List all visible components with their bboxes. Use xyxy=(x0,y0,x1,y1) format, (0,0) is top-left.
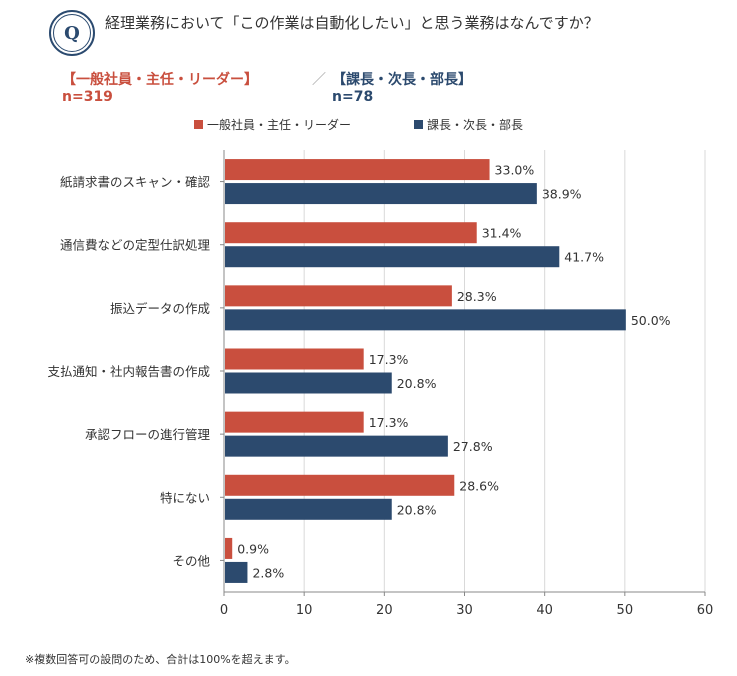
category-label-4: 承認フローの進行管理 xyxy=(85,427,211,442)
data-label-manager-1: 41.7% xyxy=(564,250,604,265)
data-label-manager-0: 38.9% xyxy=(542,187,582,202)
x-tick-label-3: 30 xyxy=(456,603,473,618)
footnote: ※複数回答可の設問のため、合計は100%を超えます。 xyxy=(25,653,296,666)
legend-swatch-manager xyxy=(414,120,423,129)
data-label-general-2: 28.3% xyxy=(457,289,497,304)
category-label-2: 振込データの作成 xyxy=(110,301,210,316)
data-label-general-1: 31.4% xyxy=(482,226,522,241)
bar-manager-2 xyxy=(225,309,626,331)
group-manager-n: n=78 xyxy=(332,89,374,105)
data-label-general-3: 17.3% xyxy=(369,352,409,367)
question-badge: Q xyxy=(49,10,95,56)
data-label-general-0: 33.0% xyxy=(495,163,535,178)
group-general: 【一般社員・主任・リーダー】 n=319 xyxy=(62,72,258,106)
legend-item-manager: 課長・次長・部長 xyxy=(414,116,523,133)
data-label-general-6: 0.9% xyxy=(237,541,269,556)
question-text: 経理業務において「この作業は自動化したい」と思う業務はなんですか？ xyxy=(105,14,599,32)
data-label-manager-4: 27.8% xyxy=(453,439,493,454)
legend-swatch-general xyxy=(194,120,203,129)
category-label-5: 特にない xyxy=(160,490,210,505)
bar-manager-0 xyxy=(225,183,537,205)
bar-general-2 xyxy=(225,285,452,307)
x-tick-label-4: 40 xyxy=(536,603,553,618)
data-label-general-4: 17.3% xyxy=(369,415,409,430)
bar-general-6 xyxy=(225,537,233,559)
bar-manager-5 xyxy=(225,498,392,520)
bar-general-5 xyxy=(225,474,455,496)
group-manager: 【課長・次長・部長】 n=78 xyxy=(332,72,472,106)
category-label-6: その他 xyxy=(172,553,210,568)
group-manager-name: 【課長・次長・部長】 xyxy=(332,72,472,88)
bar-manager-3 xyxy=(225,372,392,394)
bar-general-1 xyxy=(225,222,477,244)
legend-label-general: 一般社員・主任・リーダー xyxy=(207,118,352,132)
bar-manager-6 xyxy=(225,561,248,583)
group-separator: ／ xyxy=(312,72,326,88)
bar-general-4 xyxy=(225,411,364,433)
data-label-general-5: 28.6% xyxy=(459,478,499,493)
bar-manager-4 xyxy=(225,435,448,457)
x-tick-label-6: 60 xyxy=(697,603,714,618)
x-tick-label-1: 10 xyxy=(296,603,313,618)
group-general-n: n=319 xyxy=(62,89,113,105)
bar-general-0 xyxy=(225,159,490,181)
x-tick-label-2: 20 xyxy=(376,603,393,618)
category-label-1: 通信費などの定型仕訳処理 xyxy=(60,238,211,253)
x-tick-label-0: 0 xyxy=(220,603,228,618)
question-badge-letter: Q xyxy=(53,14,91,52)
data-label-manager-6: 2.8% xyxy=(252,565,284,580)
category-label-0: 紙請求書のスキャン・確認 xyxy=(60,175,211,190)
data-label-manager-5: 20.8% xyxy=(397,502,437,517)
x-tick-label-5: 50 xyxy=(617,603,634,618)
bar-general-3 xyxy=(225,348,364,370)
category-label-3: 支払通知・社内報告書の作成 xyxy=(47,364,210,379)
legend-item-general: 一般社員・主任・リーダー xyxy=(194,116,351,133)
data-label-manager-2: 50.0% xyxy=(631,313,671,328)
data-label-manager-3: 20.8% xyxy=(397,376,437,391)
group-general-name: 【一般社員・主任・リーダー】 xyxy=(62,72,258,88)
legend-label-manager: 課長・次長・部長 xyxy=(427,118,524,132)
bar-manager-1 xyxy=(225,246,560,268)
